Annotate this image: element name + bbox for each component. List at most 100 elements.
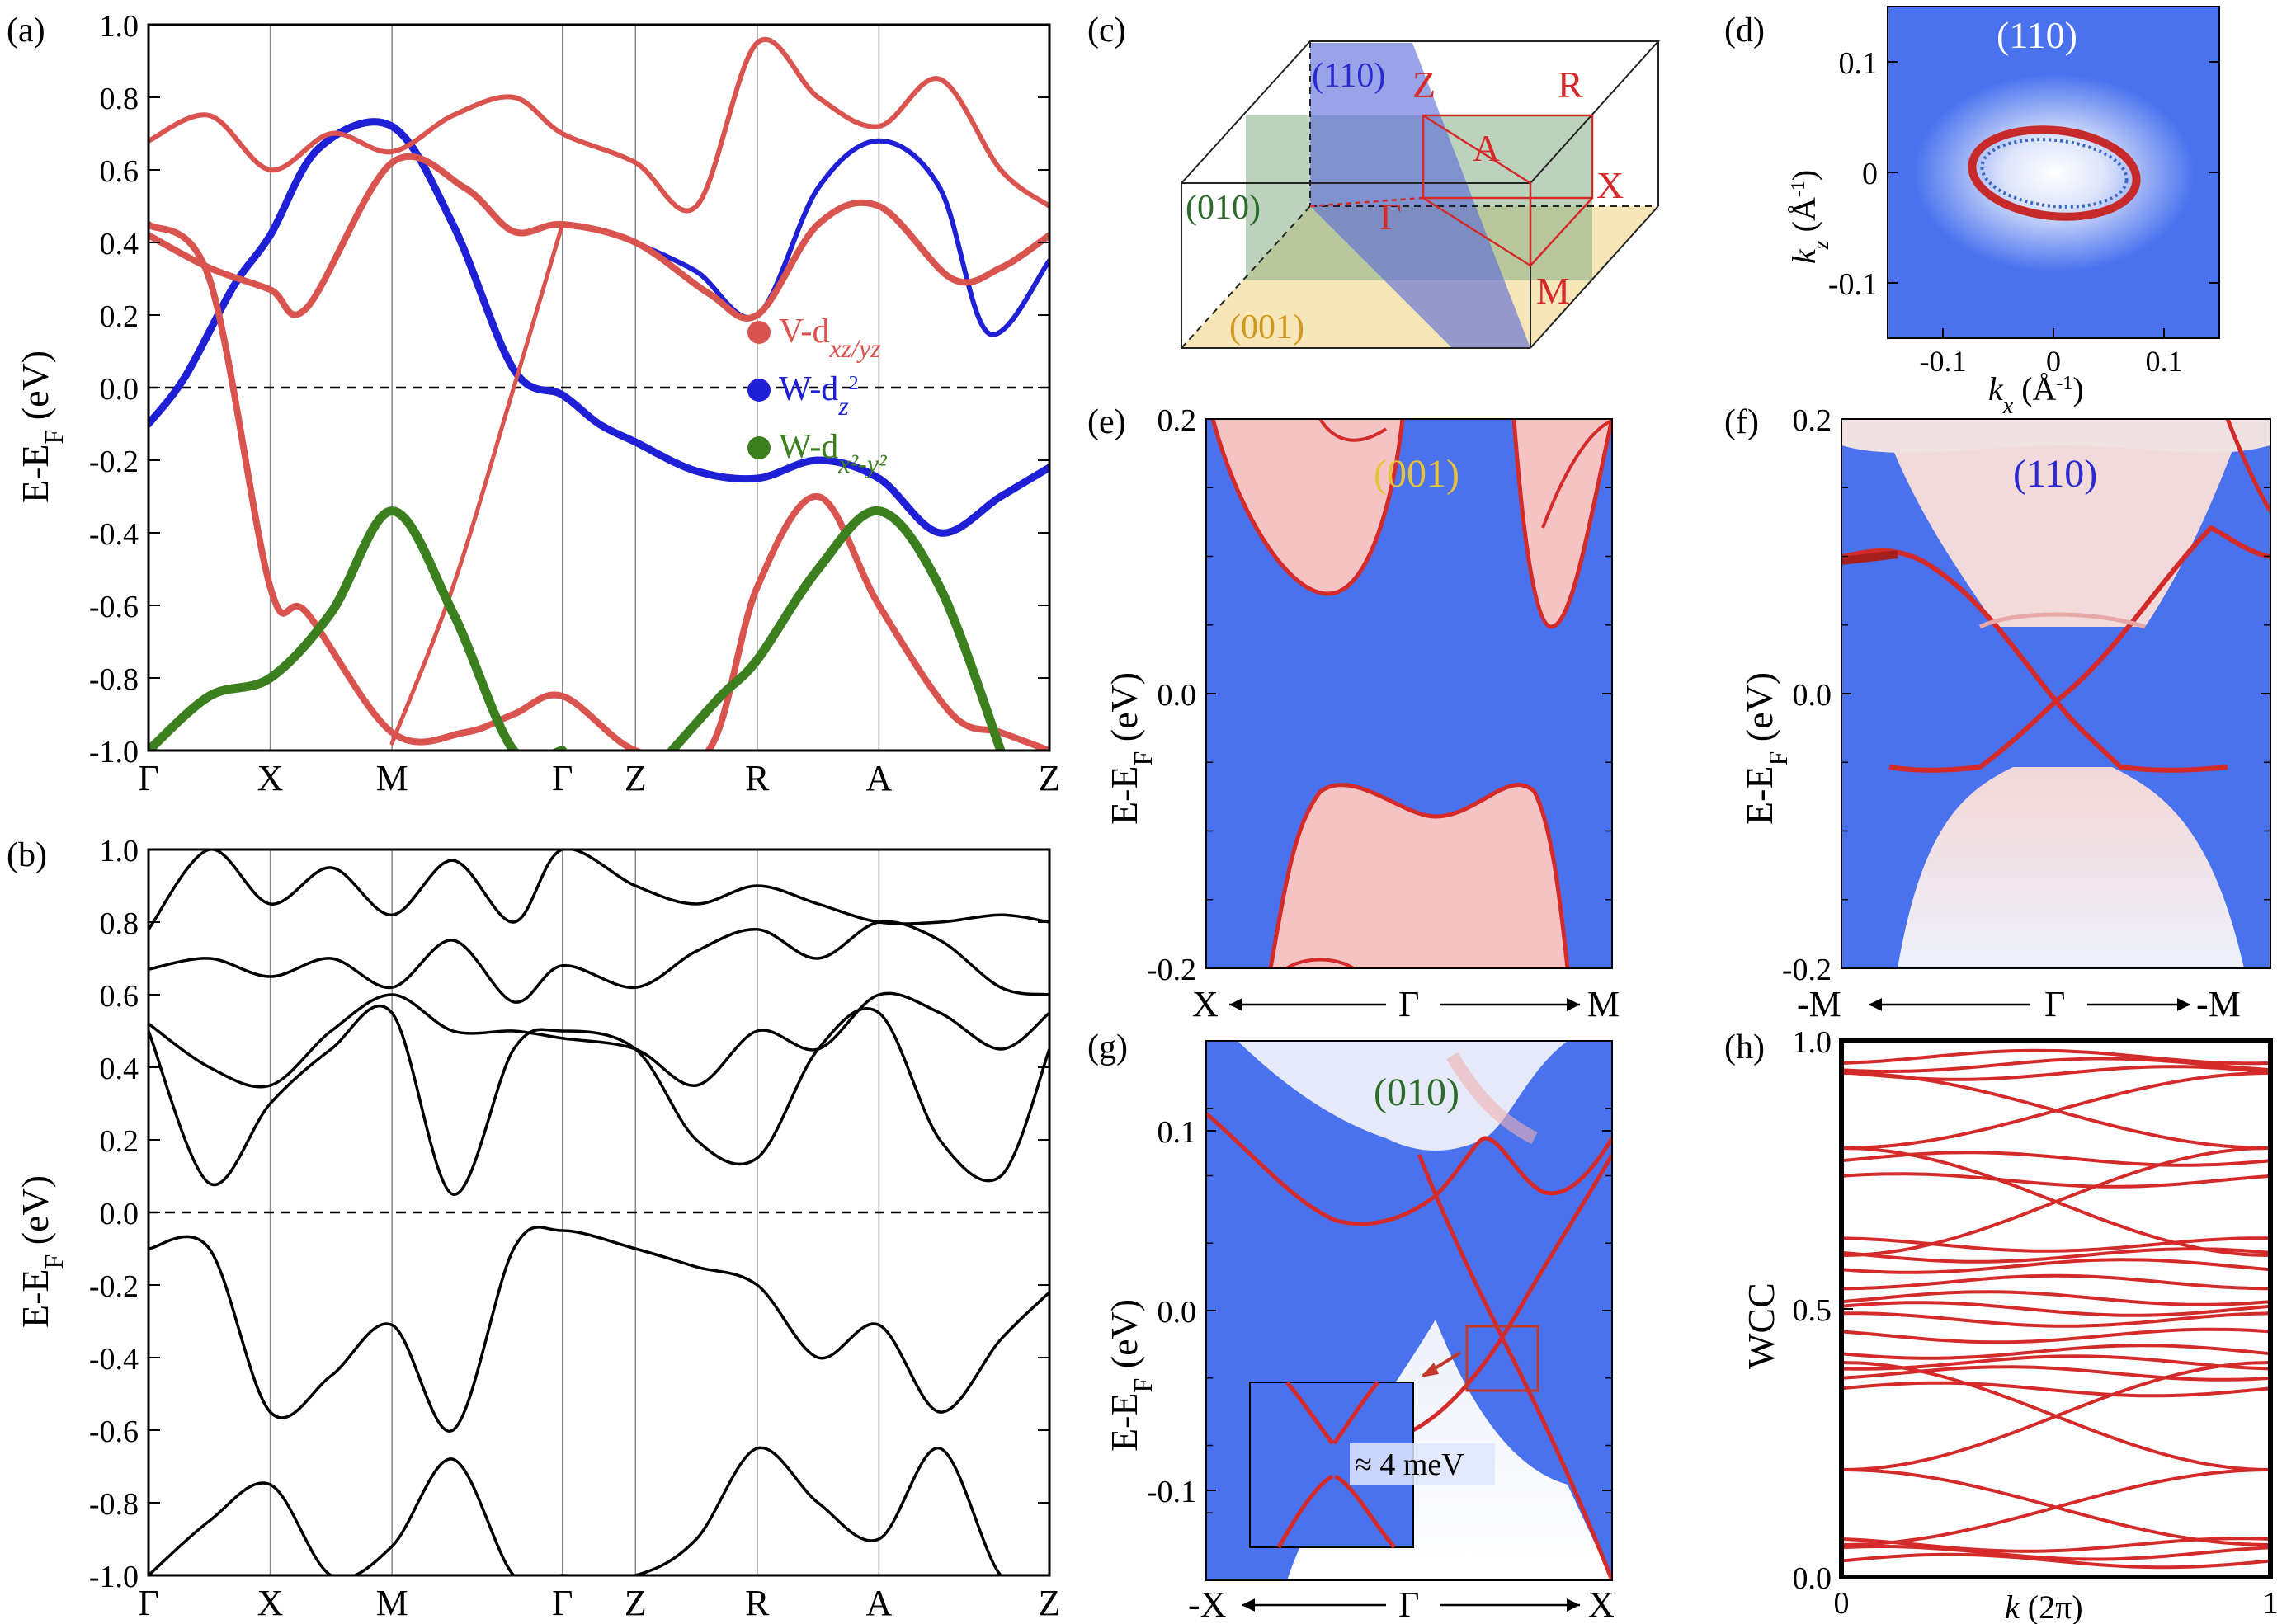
wcc-line bbox=[1841, 1172, 2270, 1189]
ytick-label: -0.2 bbox=[89, 445, 139, 479]
panel-label-g: (g) bbox=[1087, 1029, 1128, 1066]
panel-h-xlabel: k (2π) bbox=[2005, 1589, 2083, 1624]
plane-label-001: (001) bbox=[1229, 308, 1304, 346]
wcc-line bbox=[1841, 1468, 2270, 1546]
kpoint-label: M bbox=[376, 1583, 408, 1623]
band-b6 bbox=[149, 850, 1049, 931]
xtick-label: 0.1 bbox=[2146, 345, 2183, 378]
panel-g-title: (010) bbox=[1374, 1071, 1459, 1114]
band-w-dz2-upper bbox=[633, 138, 1049, 337]
ytick-label: 0.0 bbox=[1158, 678, 1197, 713]
ytick-label: 0.6 bbox=[100, 979, 139, 1014]
wcc-line bbox=[1841, 1552, 2270, 1570]
bz-point-a: A bbox=[1473, 127, 1500, 169]
ytick-label: 0.0 bbox=[1793, 678, 1832, 713]
ytick-label: -0.2 bbox=[1782, 953, 1832, 987]
kpoint-label: Γ bbox=[552, 1583, 573, 1623]
band-b4 bbox=[149, 991, 1049, 1089]
bz-box bbox=[1181, 40, 1661, 349]
ytick-label: 1.0 bbox=[1793, 1025, 1832, 1060]
panel-f-ylabel: E-EF (eV) bbox=[1738, 672, 1793, 825]
panel-d-ylabel: kz (Å-1) bbox=[1785, 170, 1834, 264]
band-w-dx2-y2-a bbox=[667, 506, 1006, 751]
panel-h-wcc bbox=[1841, 1048, 2270, 1570]
panel-label-f: (f) bbox=[1724, 403, 1759, 441]
kpoint-label: R bbox=[745, 1583, 770, 1623]
wcc-line bbox=[1841, 1344, 2270, 1360]
panel-h-ylabel: WCC bbox=[1740, 1283, 1782, 1369]
ytick-label: -0.6 bbox=[89, 590, 139, 624]
wcc-line bbox=[1841, 1327, 2270, 1344]
legend-marker bbox=[747, 436, 771, 459]
kpoint-label: R bbox=[745, 758, 770, 798]
panel-label-h: (h) bbox=[1724, 1029, 1765, 1066]
zoom-box bbox=[1465, 1325, 1539, 1392]
panel-f-k-left: -M bbox=[1797, 984, 1841, 1024]
xtick-label: -0.1 bbox=[1920, 345, 1967, 378]
panel-label-a: (a) bbox=[7, 12, 45, 49]
wcc-line bbox=[1841, 1048, 2270, 1066]
band-w-dz2-band bbox=[149, 118, 1049, 537]
panel-h: (h) 1.0 0.5 0.00 1 WCC k (2π) bbox=[1724, 1025, 2279, 1624]
ytick-label: 0.4 bbox=[100, 1052, 139, 1086]
band-v-dxz-band-2 bbox=[149, 153, 1049, 322]
legend-marker bbox=[747, 379, 771, 402]
wcc-line bbox=[1841, 1301, 2270, 1317]
fermi-pocket-inner bbox=[1980, 138, 2129, 209]
bz-point-gamma: Γ bbox=[1379, 195, 1402, 238]
panel-g-kpath: -X Γ X bbox=[1188, 1584, 1615, 1624]
plane-label-010: (010) bbox=[1186, 189, 1261, 227]
panel-d-axes: 0.1 0 -0.1 -0.1 0 0.1 bbox=[1828, 46, 2219, 378]
panel-a-legend: V-dxz/yz W-dz2 W-dx²-y² bbox=[747, 313, 888, 478]
panel-b: (b) 1.0 0.8 0.6 0.4 0.2 0.0 -0.2 -0.4 -0.6 -0.8 -1… bbox=[7, 834, 1060, 1623]
kpoint-label: Γ bbox=[138, 758, 158, 798]
legend-marker bbox=[747, 321, 771, 344]
ytick-label: -0.8 bbox=[89, 662, 139, 697]
bz-point-z: Z bbox=[1412, 64, 1436, 106]
band-b1 bbox=[149, 1226, 1049, 1433]
kpoint-label: M bbox=[376, 758, 408, 798]
ytick-label: 0 bbox=[1862, 157, 1878, 191]
kpoint-label: Z bbox=[1039, 1583, 1061, 1623]
panel-e-title: (001) bbox=[1374, 452, 1459, 496]
xtick-label: 1 bbox=[2263, 1586, 2279, 1621]
panel-f-kpath: -M Γ -M bbox=[1797, 984, 2241, 1024]
wcc-line bbox=[1841, 1361, 2270, 1471]
panel-f-title: (110) bbox=[2013, 452, 2097, 496]
ytick-label: -0.2 bbox=[89, 1269, 139, 1304]
panel-a-bands bbox=[149, 25, 1049, 751]
ytick-label: -0.2 bbox=[1147, 953, 1196, 987]
wcc-line bbox=[1841, 1146, 2270, 1257]
ytick-label: 0.2 bbox=[1793, 403, 1832, 438]
ytick-label: 0.2 bbox=[1158, 403, 1197, 438]
ytick-label: 0.0 bbox=[100, 1197, 139, 1231]
panel-d-xlabel: kx (Å-1) bbox=[1988, 370, 2084, 419]
wcc-line bbox=[1841, 1544, 2270, 1561]
kpoint-label: A bbox=[866, 758, 893, 798]
ytick-label: -0.8 bbox=[89, 1487, 139, 1522]
kpoint-label: X bbox=[257, 1583, 284, 1623]
ytick-label: 0.1 bbox=[1839, 46, 1879, 81]
ytick-label: 0.5 bbox=[1793, 1293, 1832, 1328]
band-v-dxz-linear bbox=[389, 222, 565, 746]
panel-label-e: (e) bbox=[1087, 403, 1126, 441]
ytick-label: 1.0 bbox=[100, 834, 139, 868]
kpoint-label: X bbox=[257, 758, 284, 798]
panel-c: (c) (110) (010) (001) Z R bbox=[1087, 12, 1661, 349]
ytick-label: -0.1 bbox=[1828, 267, 1878, 302]
xtick-label: 0 bbox=[2046, 345, 2061, 378]
ytick-label: 0.8 bbox=[100, 906, 139, 941]
panel-d: (d) (110) 0.1 0 -0.1 -0.1 0 0.1 kx (Å-1) kz (… bbox=[1724, 6, 2220, 419]
wcc-line bbox=[1841, 1290, 2270, 1306]
panel-a: (a) 1.0 0.8 0.6 0.4 0.2 0.0 -0.2 -0.4 -0.6 -0.8 -1… bbox=[7, 9, 1060, 798]
wcc-line bbox=[1841, 1354, 2270, 1371]
wcc-line bbox=[1841, 1273, 2270, 1291]
panel-e-k-mid: Γ bbox=[1398, 984, 1419, 1024]
wcc-line bbox=[1841, 1071, 2270, 1150]
irreducible-wedge bbox=[1309, 114, 1594, 269]
ytick-label: 0.4 bbox=[100, 227, 139, 261]
panel-g-ylabel: E-EF (eV) bbox=[1103, 1299, 1158, 1452]
panel-e-k-left: X bbox=[1192, 984, 1219, 1024]
wcc-line bbox=[1841, 1258, 2270, 1274]
